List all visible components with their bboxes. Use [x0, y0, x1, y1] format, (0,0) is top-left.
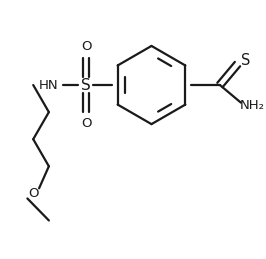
Text: HN: HN: [39, 78, 59, 91]
Text: NH₂: NH₂: [240, 99, 265, 112]
Text: S: S: [241, 53, 250, 68]
Text: O: O: [28, 187, 39, 200]
Text: O: O: [81, 117, 91, 130]
Text: O: O: [81, 40, 91, 53]
Text: S: S: [81, 77, 91, 92]
